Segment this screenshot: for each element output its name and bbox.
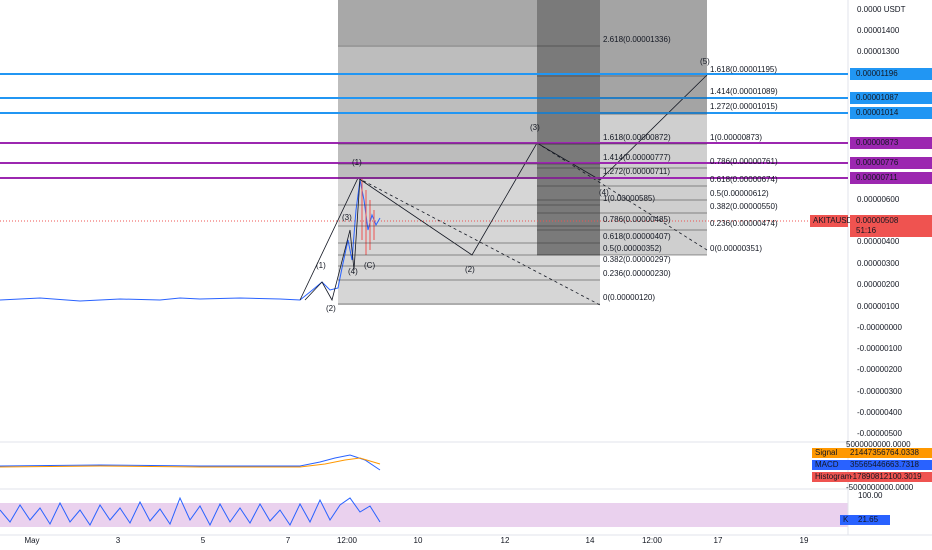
macd-value: 21447356764.0338 [850,448,920,457]
macd-line [0,454,381,471]
level-tag [850,137,932,149]
level-label: 0.00001196 [856,69,898,78]
price-series [0,179,381,302]
price-label: 0.0000 USDT [857,5,906,14]
price-label: 0.00000300 [857,259,900,268]
fib-zone [600,115,707,255]
macd-tag [812,460,932,470]
x-label: May [24,536,39,545]
fib-label: 0.382(0.00000297) [603,255,671,264]
price-label: 0.00000600 [857,195,900,204]
level-tag [850,68,932,80]
macd-name: Signal [815,448,837,457]
price-label: -0.00000300 [857,387,902,396]
level-label: 0.00000776 [856,158,899,167]
level-label: 0.00001014 [856,108,899,117]
symbol: AKITAUSDT [813,216,857,225]
x-label: 19 [800,536,809,545]
macd-value: -17890812100.3019 [850,472,922,481]
fib-label: 0.618(0.00000407) [603,232,671,241]
level-tag [850,157,932,169]
wave-label: (4) [348,267,358,276]
fib-label: 0.786(0.00000761) [710,157,778,166]
candles [361,178,375,255]
price-label: -0.00000200 [857,365,902,374]
level-tag [850,92,932,104]
fib-label: 0.5(0.00000352) [603,244,662,253]
x-label: 17 [714,536,723,545]
level-tag [850,107,932,119]
wave-label: (5) [700,57,710,66]
fib-label: 1(0.00000585) [603,194,655,203]
price-tag [850,215,932,237]
price-label: 0.00001300 [857,47,900,56]
macd-scale: -5000000000.0000 [846,483,914,492]
wave-label: (2) [465,265,475,274]
x-label: 12 [501,536,510,545]
macd-value: 35565446663.7318 [850,460,920,469]
x-label: 12:00 [642,536,663,545]
fib-label: 0.236(0.00000474) [710,219,778,228]
x-label: 5 [201,536,206,545]
price-axis [848,0,932,550]
price-label: -0.00000000 [857,323,902,332]
macd-tag [812,448,932,458]
fib-label: 0.618(0.00000674) [710,175,778,184]
rsi-scale: 100.00 [858,491,883,500]
fib-label: 1.272(0.00000711) [603,167,670,176]
price-label: -0.00000500 [857,429,902,438]
fib-label: 0.5(0.00000612) [710,189,769,198]
stoch-k [0,496,381,527]
x-label: 7 [286,536,291,545]
rsi-band [0,503,848,527]
price-label: 0.00000200 [857,280,900,289]
fib-zone [537,0,600,255]
price-label: -0.00000400 [857,408,902,417]
macd-name: MACD [815,460,839,469]
level-label: 0.00001087 [856,93,899,102]
fib-label: 1.414(0.00000777) [603,153,671,162]
price-label: 0.00000100 [857,302,900,311]
timer: 51:16 [856,226,877,235]
price-label: 0.00000400 [857,237,900,246]
level-label: 0.00000873 [856,138,899,147]
fib-label: 1.618(0.00000872) [603,133,671,142]
fib-label: 0(0.00000120) [603,293,655,302]
x-label: 14 [586,536,595,545]
fib-label: 1.414(0.00001089) [710,87,778,96]
fib-label: 0.236(0.00000230) [603,269,671,278]
level-tag [850,172,932,184]
fib-label: 1.618(0.00001195) [710,65,777,74]
rsi-tag [840,515,890,525]
macd-scale: 5000000000.0000 [846,440,911,449]
macd-tag [812,472,932,482]
signal-line [0,457,381,468]
x-label: 12:00 [337,536,358,545]
level-label: 0.00000711 [856,173,898,182]
symbol-tag [810,215,848,227]
price-label: -0.00000100 [857,344,902,353]
rsi-value: 21.65 [858,515,879,524]
x-label: 3 [116,536,121,545]
x-label: 10 [414,536,423,545]
wave-label: (C) [364,261,375,270]
fib-label: 1.272(0.00001015) [710,102,778,111]
fib-label: 1(0.00000873) [710,133,762,142]
wave-label: (4) [599,188,609,197]
fib-label: 2.618(0.00001336) [603,35,671,44]
wave-label: (1) [352,158,362,167]
fib-label: 0(0.00000351) [710,244,762,253]
wave-label: (2) [326,304,336,313]
fib-label: 0.786(0.00000485) [603,215,671,224]
last-price: 0.00000508 [856,216,899,225]
macd-name: Histogram [815,472,852,481]
wave-label: (3) [530,123,540,132]
wave-label: (3) [342,213,352,222]
price-label: 0.00001400 [857,26,900,35]
wave-label: (1) [316,261,326,270]
rsi-name: K [843,515,849,524]
fib-label: 0.382(0.00000550) [710,202,778,211]
